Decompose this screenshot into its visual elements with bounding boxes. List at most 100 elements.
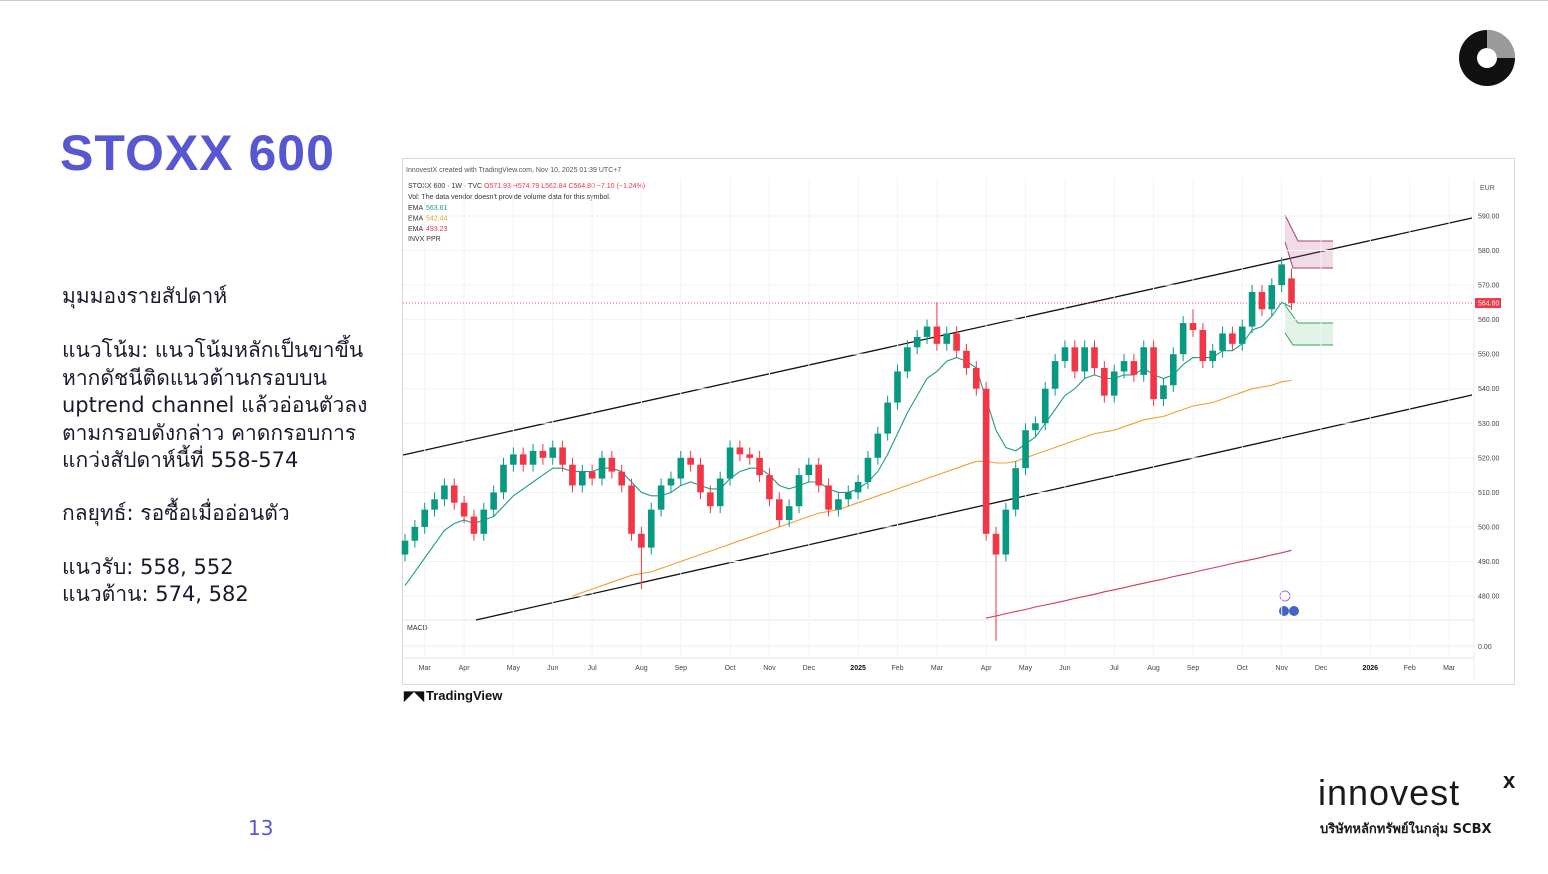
candle-body	[1101, 367, 1108, 396]
candle-body	[874, 433, 882, 458]
candle-body	[785, 506, 793, 520]
candle-body	[707, 492, 714, 507]
candles	[401, 257, 1295, 641]
candle-body	[795, 475, 803, 507]
candle-body	[1012, 468, 1019, 510]
candle-body	[421, 509, 428, 527]
symbol: STOXX 600 · 1W · TVC	[408, 183, 482, 190]
currency: EUR	[1480, 185, 1495, 192]
y-tick-label: 480.00	[1478, 593, 1500, 600]
candle-body	[460, 502, 468, 517]
candle-body	[904, 347, 911, 372]
y-tick-label: 540.00	[1478, 386, 1500, 393]
candle-body	[687, 457, 694, 465]
candle-body	[638, 533, 645, 548]
candle-body	[559, 447, 566, 465]
candle-body	[1229, 333, 1236, 344]
candle-body	[835, 499, 842, 510]
candle-body	[1110, 371, 1118, 396]
candle-body	[953, 333, 960, 351]
x-tick-label: Dec	[803, 665, 816, 672]
current-price-tag	[1475, 298, 1501, 309]
ema-line	[572, 379, 1292, 597]
legend-name: EMA	[408, 216, 424, 223]
candle-body	[756, 457, 763, 476]
candle-body	[1071, 347, 1079, 372]
candle-body	[746, 454, 754, 458]
x-tick-label: Jul	[588, 665, 597, 672]
y-tick-label: 560.00	[1478, 317, 1500, 324]
candle-body	[657, 485, 665, 510]
candle-body	[894, 371, 901, 403]
legend-value: 542.44	[426, 216, 448, 223]
x-tick-label: May	[1019, 665, 1033, 672]
y-tick-label: 530.00	[1478, 421, 1500, 428]
candle-body	[1120, 361, 1128, 372]
subtitle: มุมมองรายสัปดาห์	[62, 284, 228, 308]
text-line: uptrend channel แล้วอ่อนตัวลง	[62, 393, 368, 417]
candle-body	[864, 457, 872, 482]
x-tick-label: 2025	[850, 665, 866, 672]
candle-body	[1041, 388, 1049, 424]
legend-name: EMA	[408, 205, 424, 212]
candle-body	[1288, 278, 1295, 304]
x-tick-label: Apr	[459, 665, 471, 672]
y-tick-label: 510.00	[1478, 490, 1500, 497]
ohlc-legend: O571.93 H574.79 L562.84 C564.80 −7.10 (−…	[484, 183, 645, 190]
candle-body	[1170, 354, 1177, 386]
x-tick-label: Mar	[931, 665, 944, 672]
legend-value: 563.61	[426, 205, 448, 212]
corner-logo	[1459, 30, 1515, 86]
candle-body	[982, 388, 990, 534]
text-line: หากดัชนีติดแนวต้านกรอบบน	[62, 365, 327, 390]
candle-body	[431, 499, 438, 510]
candle-body	[1278, 264, 1285, 286]
y-tick-label: 580.00	[1478, 248, 1500, 255]
grid	[403, 178, 1474, 658]
candle-body	[480, 509, 488, 534]
support: แนวรับ: 558, 552	[62, 555, 234, 579]
x-tick-label: Oct	[725, 665, 736, 672]
candle-body	[500, 464, 507, 493]
ema-line	[985, 549, 1292, 619]
x-tick-label: Jun	[547, 665, 558, 672]
candle-body	[441, 485, 448, 500]
candle-body	[1179, 323, 1187, 355]
text-line: ตามกรอบดังกล่าว คาดกรอบการ	[62, 420, 357, 445]
candle-body	[884, 402, 891, 434]
candle-body	[647, 509, 655, 548]
chart-header: InnovestX created with TradingView.com, …	[406, 167, 621, 174]
x-tick-label: Oct	[1237, 665, 1248, 672]
candle-body	[1268, 285, 1276, 310]
candle-body	[569, 464, 576, 486]
x-tick-label: Nov	[1275, 665, 1288, 672]
x-tick-label: Dec	[1315, 665, 1328, 672]
candle-body	[1002, 509, 1010, 555]
x-tick-label: Jul	[1110, 665, 1119, 672]
text-line: แกว่งสัปดาห์นี้ที่ 558-574	[62, 448, 299, 472]
candle-body	[628, 485, 635, 534]
candle-body	[450, 485, 458, 503]
x-tick-label: Sep	[1187, 665, 1200, 672]
slide-title: STOXX 600	[60, 125, 335, 181]
candle-body	[973, 367, 980, 389]
candle-body	[854, 481, 862, 493]
candle-body	[913, 336, 921, 348]
candle-body	[470, 516, 478, 534]
candle-body	[667, 478, 675, 486]
x-tick-label: Sep	[675, 665, 688, 672]
candle-body	[579, 471, 586, 486]
x-tick-label: Feb	[891, 665, 903, 672]
page-number: 13	[248, 816, 274, 840]
x-tick-label: 2026	[1363, 665, 1379, 672]
legend-value: 493.23	[426, 226, 448, 233]
candle-body	[1199, 329, 1207, 362]
y-tick-label: 490.00	[1478, 559, 1500, 566]
candle-body	[963, 350, 970, 368]
candle-body	[943, 333, 951, 344]
x-tick-label: Aug	[635, 665, 648, 672]
y-tick-label: 590.00	[1478, 214, 1500, 221]
candle-body	[608, 457, 616, 472]
candle-body	[539, 450, 547, 458]
